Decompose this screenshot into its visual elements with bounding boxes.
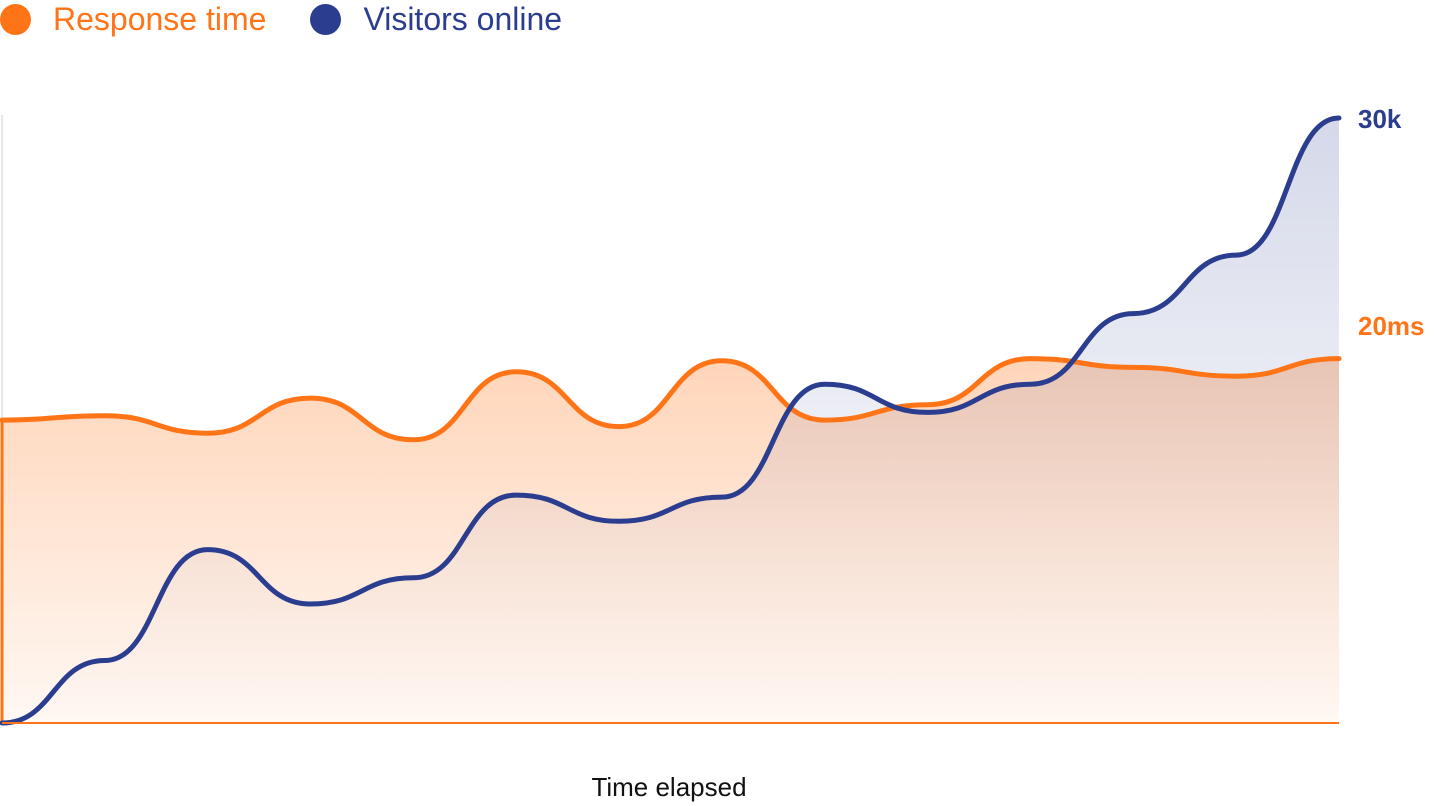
chart-legend: Response time Visitors online <box>0 0 606 38</box>
series-line-response-time[interactable] <box>0 356 1342 443</box>
series-line-visitors-online[interactable] <box>0 115 1342 726</box>
end-label-response-time: 20ms <box>1358 311 1425 341</box>
legend-dot-response-time <box>0 3 31 35</box>
series-lines <box>0 115 1342 726</box>
legend-item-visitors-online[interactable]: Visitors online <box>310 0 562 38</box>
series-areas <box>0 118 1339 723</box>
legend-label-response-time: Response time <box>53 1 267 37</box>
legend-item-response-time[interactable]: Response time <box>0 0 266 38</box>
end-label-visitors-online: 30k <box>1358 104 1402 134</box>
x-axis-label: Time elapsed <box>591 772 746 802</box>
area-fill-visitors-online <box>2 118 1339 723</box>
legend-dot-visitors-online <box>310 3 342 35</box>
legend-label-visitors-online: Visitors online <box>363 1 563 37</box>
